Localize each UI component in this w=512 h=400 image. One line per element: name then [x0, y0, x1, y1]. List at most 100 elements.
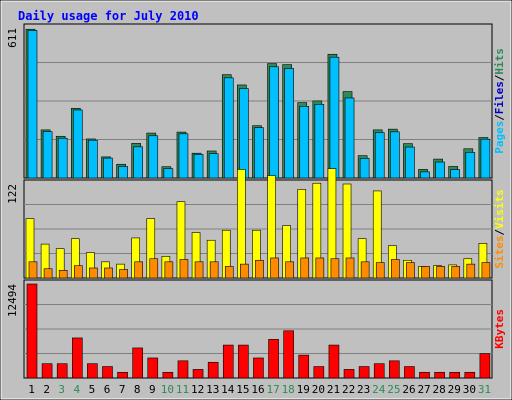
bar-files-day-23 [359, 158, 370, 179]
bar-sites-day-23 [360, 261, 370, 279]
bar-kbytes-day-26 [404, 366, 415, 379]
bar-files-day-19 [299, 106, 310, 179]
bar-kbytes-day-14 [222, 344, 234, 379]
bar-sites-day-19 [300, 257, 310, 279]
bar-sites-day-4 [73, 265, 83, 279]
bar-sites-day-1 [28, 261, 38, 279]
panel-visits-sites: 122 Sites/Visits [6, 168, 506, 279]
x-tick-label-day-13: 13 [206, 383, 219, 396]
bar-files-day-7 [118, 166, 128, 179]
bar-sites-day-2 [43, 268, 53, 279]
bar-sites-day-15 [240, 263, 249, 279]
bar-files-day-17 [269, 66, 279, 179]
panel-max-label: 611 [6, 28, 19, 48]
bar-sites-day-26 [406, 262, 415, 279]
bar-files-day-5 [88, 139, 98, 179]
bar-kbytes-day-12 [192, 369, 204, 379]
bar-sites-day-31 [481, 262, 491, 279]
x-tick-label-day-21: 21 [327, 383, 340, 396]
bar-sites-day-5 [89, 267, 98, 279]
bar-sites-day-12 [194, 261, 204, 279]
bar-kbytes-day-22 [343, 369, 355, 379]
bar-sites-day-9 [149, 258, 159, 279]
bar-sites-day-17 [270, 257, 279, 279]
x-tick-label-day-19: 19 [297, 383, 310, 396]
bar-files-day-8 [133, 146, 143, 179]
bar-kbytes-day-21 [328, 344, 340, 379]
bar-sites-day-3 [58, 269, 68, 279]
bar-sites-day-30 [466, 263, 476, 279]
x-axis-labels: 1 2 3 4 5 6 7 8 9 10 11 12 13 14 15 16 17 18 19 20 21 22 23 24 2… [28, 383, 491, 396]
legend-separator: / [493, 229, 506, 236]
x-tick-label-day-11: 11 [176, 383, 189, 396]
bar-kbytes-day-16 [253, 357, 264, 379]
legend-label-files: Files [493, 81, 506, 114]
bar-files-day-21 [329, 56, 340, 179]
legend-label-kbytes: KBytes [493, 309, 506, 349]
bar-kbytes-day-30 [464, 371, 476, 379]
bar-sites-day-13 [209, 261, 219, 279]
bar-sites-day-21 [330, 258, 340, 279]
panel-kbytes: 12494 KBytes [6, 279, 506, 379]
bar-sites-day-27 [421, 266, 430, 279]
bar-visits-day-15 [237, 169, 246, 279]
bar-sites-day-20 [315, 257, 325, 279]
bar-sites-day-6 [104, 267, 113, 279]
bar-files-day-2 [42, 131, 53, 179]
bar-files-day-12 [193, 154, 204, 179]
panel-legend: Sites/Visits [493, 189, 506, 268]
bar-files-day-6 [103, 157, 113, 179]
bar-kbytes-day-23 [358, 366, 370, 379]
bar-sites-day-25 [391, 259, 400, 279]
bar-kbytes-day-13 [207, 361, 219, 379]
x-tick-label-day-12: 12 [191, 383, 204, 396]
x-tick-label-day-1: 1 [28, 383, 35, 396]
bar-sites-day-24 [375, 262, 385, 279]
bar-files-day-26 [405, 146, 415, 179]
bar-files-day-1 [27, 30, 38, 179]
bar-files-day-13 [208, 153, 219, 179]
x-tick-label-day-14: 14 [221, 383, 235, 396]
panel-legend: KBytes [493, 309, 506, 349]
legend-label-visits: Visits [493, 189, 506, 229]
x-tick-label-day-27: 27 [417, 383, 430, 396]
bar-kbytes-day-6 [102, 366, 113, 379]
bar-sites-day-11 [179, 259, 189, 279]
bar-files-day-16 [254, 127, 264, 179]
x-tick-label-day-15: 15 [236, 383, 249, 396]
x-tick-label-day-16: 16 [251, 383, 264, 396]
x-tick-label-day-26: 26 [402, 383, 415, 396]
bar-files-day-27 [420, 171, 430, 179]
x-tick-label-day-28: 28 [433, 383, 446, 396]
x-tick-label-day-29: 29 [448, 383, 461, 396]
bar-files-day-11 [178, 133, 189, 179]
bar-kbytes-day-10 [162, 371, 174, 379]
bar-kbytes-day-29 [449, 371, 461, 379]
bar-kbytes-day-5 [87, 363, 98, 379]
bar-sites-day-29 [451, 266, 461, 279]
bar-sites-day-7 [119, 269, 128, 279]
panel-legend: Pages/Files/Hits [493, 48, 506, 154]
bar-sites-day-8 [134, 261, 143, 279]
bar-files-day-31 [480, 138, 491, 179]
bar-kbytes-day-2 [41, 363, 53, 379]
bar-kbytes-day-3 [56, 363, 68, 379]
bar-sites-day-14 [224, 266, 234, 279]
bar-kbytes-day-31 [479, 353, 491, 379]
x-tick-label-day-31: 31 [478, 383, 491, 396]
x-tick-label-day-9: 9 [149, 383, 156, 396]
bar-kbytes-day-24 [373, 363, 385, 379]
bar-sites-day-18 [285, 261, 294, 279]
bar-files-day-9 [148, 135, 159, 179]
chart-panels: 611 Pages/Files/Hits 122Sites/Visits12494K… [6, 23, 506, 379]
bar-kbytes-day-4 [71, 337, 83, 379]
chart-title: Daily usage for July 2010 [18, 9, 199, 23]
x-tick-label-day-4: 4 [74, 383, 81, 396]
bar-files-day-10 [163, 168, 174, 179]
legend-separator: / [493, 114, 506, 121]
x-tick-label-day-3: 3 [58, 383, 65, 396]
bar-kbytes-day-17 [268, 339, 279, 379]
x-tick-label-day-18: 18 [282, 383, 295, 396]
x-tick-label-day-25: 25 [387, 383, 400, 396]
